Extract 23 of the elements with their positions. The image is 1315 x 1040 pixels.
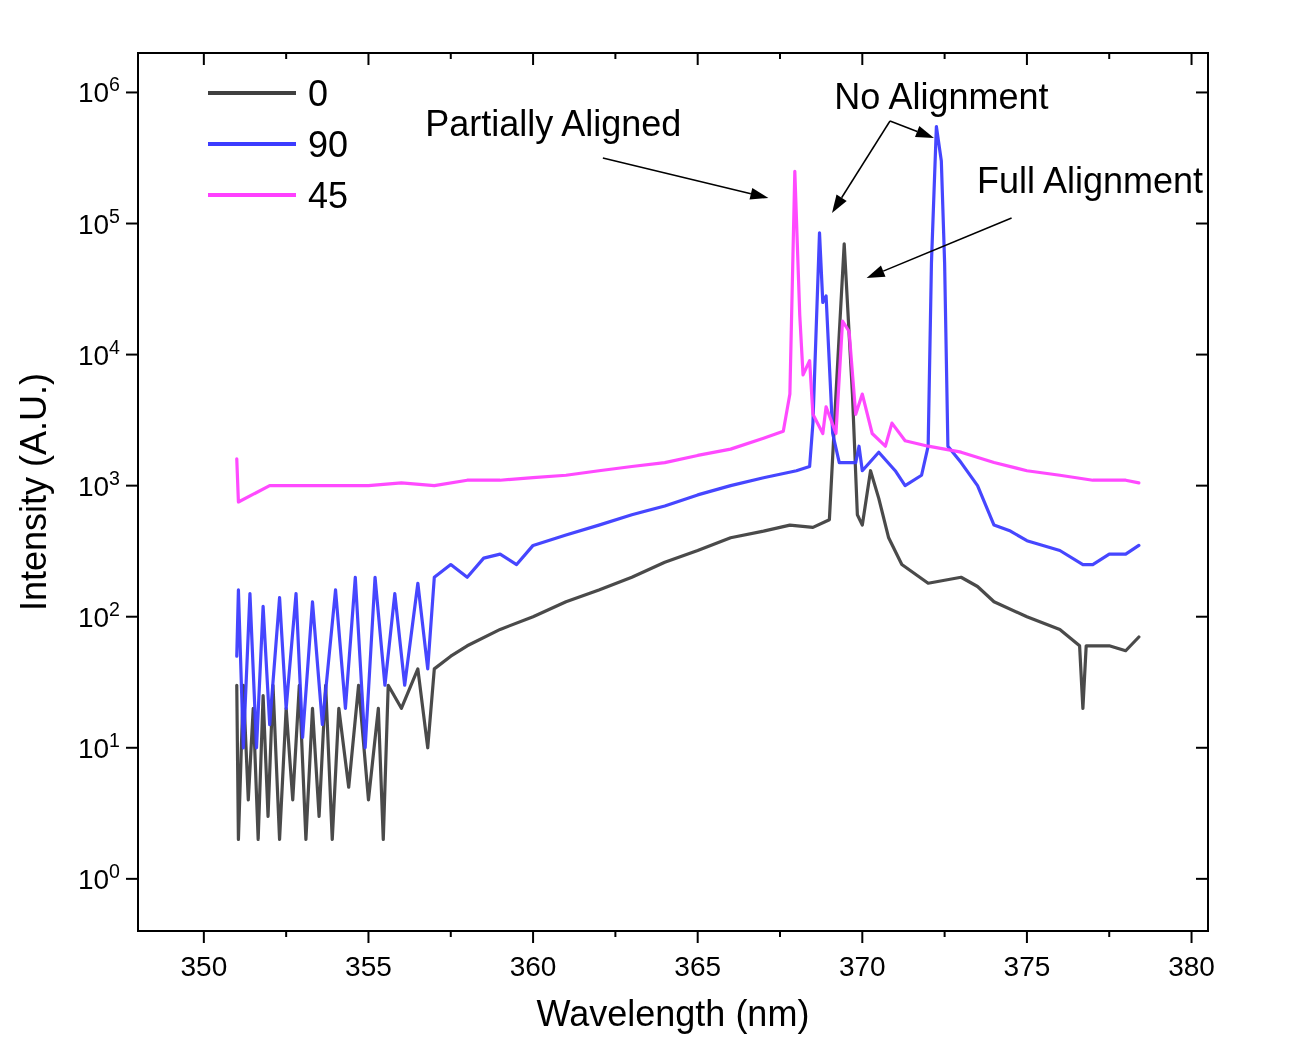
x-tick-label: 375 (1003, 951, 1051, 982)
y-tick-label: 10$^{3}$ (77, 466, 121, 502)
y-tick-label: 10$^{6}$ (77, 73, 121, 109)
x-tick-label: 355 (345, 951, 392, 982)
y-tick-label: 10$^{5}$ (77, 204, 121, 240)
y-tick-label: 10$^{2}$ (77, 597, 120, 633)
legend-label: 90 (308, 124, 349, 165)
annotation: Full Alignment (976, 160, 1204, 201)
annotation: No Alignment (834, 76, 1049, 117)
y-tick-label: 10$^{0}$ (77, 859, 121, 895)
x-tick-label: 380 (1168, 951, 1215, 982)
x-axis-title: Wavelength (nm) (536, 993, 810, 1034)
x-tick-label: 370 (838, 951, 886, 982)
annotation: Partially Aligned (425, 103, 682, 144)
legend-label: 0 (308, 73, 329, 114)
legend-label: 45 (308, 175, 349, 216)
line-series (235, 242, 1141, 841)
x-tick-label: 365 (674, 951, 722, 982)
y-tick-label: 10$^{1}$ (77, 728, 120, 764)
y-tick-label: 10$^{4}$ (77, 335, 121, 371)
x-tick-label: 350 (180, 951, 228, 982)
x-tick-label: 360 (509, 951, 557, 982)
y-axis-title: Intensity (A.U.) (13, 372, 54, 612)
